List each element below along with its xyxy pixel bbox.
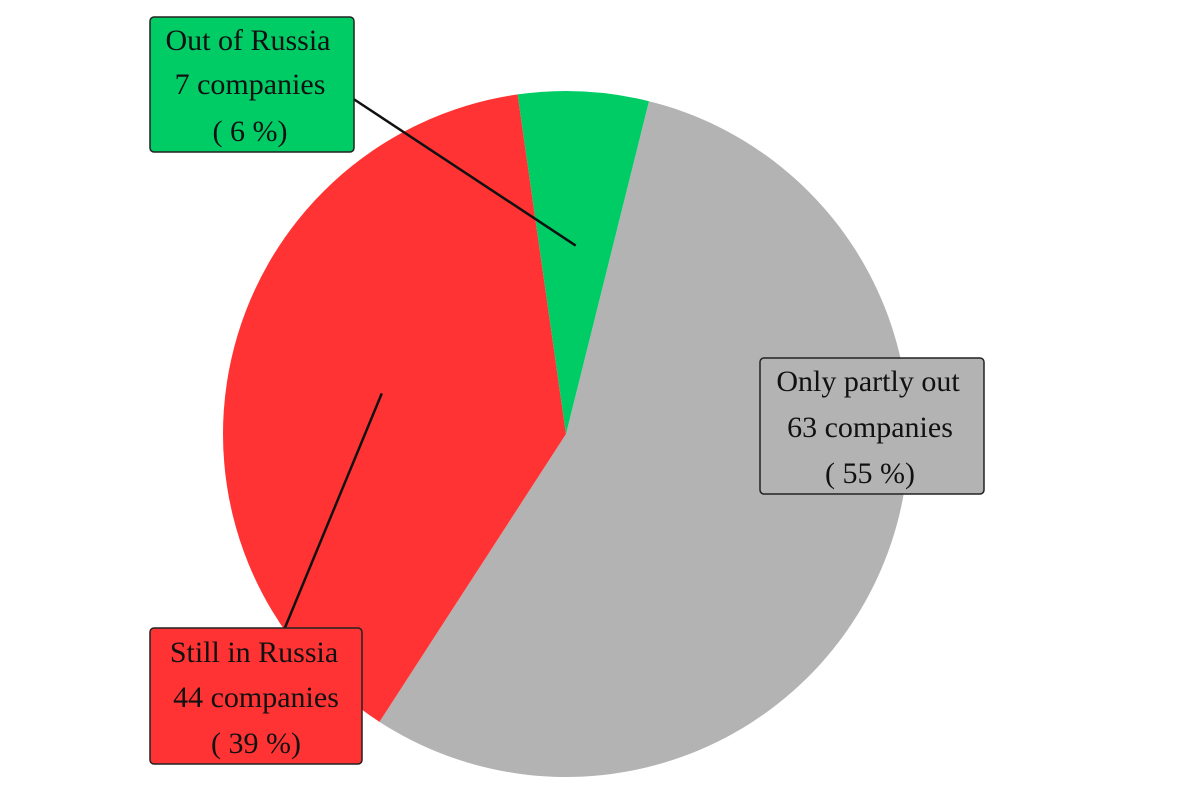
leader-lines [282,96,577,631]
label-box-still-in-russia [149,627,363,765]
label-percent-only-partly-out: ( 55 %) [825,457,915,490]
label-count-still-in-russia: 44 companies [173,681,339,714]
label-percent-still-in-russia: ( 39 %) [211,727,301,760]
leader-line-out-of-russia [351,96,577,247]
label-category-only-partly-out: Only partly out [776,365,960,398]
label-count-only-partly-out: 63 companies [787,411,953,444]
leader-line-still-in-russia [282,392,383,631]
pie-slice-still-in-russia [222,94,567,722]
label-category-still-in-russia: Still in Russia [170,636,338,669]
pie-slice-only-partly-out [379,101,909,777]
label-still-in-russia: Still in Russia 44 companies ( 39 %) [149,627,363,765]
label-count-out-of-russia: 7 companies [175,68,326,101]
label-only-partly-out: Only partly out 63 companies ( 55 %) [759,357,985,495]
label-category-out-of-russia: Out of Russia [166,24,331,57]
label-out-of-russia: Out of Russia 7 companies ( 6 %) [149,16,355,153]
label-percent-out-of-russia: ( 6 %) [213,115,288,148]
pie-slices [222,91,909,777]
label-box-only-partly-out [759,357,985,495]
pie-slice-out-of-russia [517,91,649,434]
label-box-out-of-russia [149,16,355,153]
